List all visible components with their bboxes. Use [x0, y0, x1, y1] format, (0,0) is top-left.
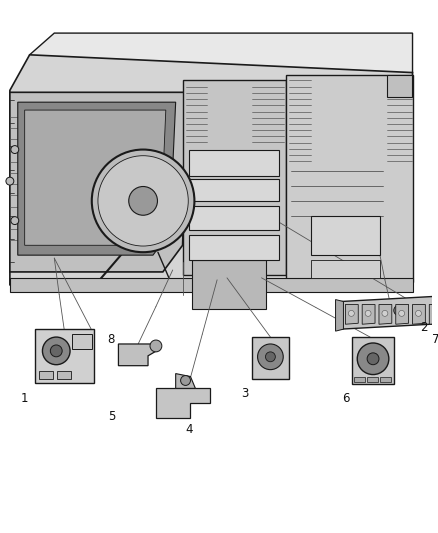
Polygon shape: [156, 389, 210, 418]
Circle shape: [180, 376, 191, 385]
Circle shape: [42, 337, 70, 365]
Text: 6: 6: [342, 392, 349, 405]
Polygon shape: [387, 75, 412, 97]
Circle shape: [348, 310, 354, 317]
FancyBboxPatch shape: [57, 370, 71, 378]
Polygon shape: [352, 337, 394, 384]
FancyBboxPatch shape: [39, 370, 53, 378]
Polygon shape: [18, 102, 176, 255]
Polygon shape: [340, 296, 438, 329]
FancyBboxPatch shape: [380, 376, 391, 383]
Polygon shape: [429, 304, 438, 324]
FancyBboxPatch shape: [367, 376, 378, 383]
Circle shape: [399, 310, 405, 317]
Polygon shape: [396, 304, 409, 324]
Polygon shape: [311, 260, 380, 278]
Polygon shape: [183, 80, 286, 275]
Polygon shape: [25, 110, 166, 245]
Text: 1: 1: [21, 392, 28, 405]
Circle shape: [367, 353, 379, 365]
Circle shape: [6, 177, 14, 185]
Text: 2: 2: [420, 321, 428, 334]
Polygon shape: [30, 33, 413, 92]
Polygon shape: [379, 304, 392, 324]
Polygon shape: [252, 337, 289, 378]
Polygon shape: [10, 92, 187, 272]
Text: 8: 8: [107, 333, 114, 345]
Polygon shape: [190, 179, 279, 201]
Polygon shape: [336, 300, 343, 331]
Polygon shape: [362, 304, 375, 324]
Polygon shape: [118, 344, 160, 366]
FancyBboxPatch shape: [354, 376, 365, 383]
Polygon shape: [190, 150, 279, 176]
Circle shape: [258, 344, 283, 369]
Circle shape: [432, 310, 438, 317]
Polygon shape: [190, 236, 279, 260]
Circle shape: [11, 146, 19, 154]
Circle shape: [416, 310, 421, 317]
Text: 5: 5: [108, 409, 115, 423]
Circle shape: [98, 156, 188, 246]
Polygon shape: [286, 75, 413, 282]
Text: 3: 3: [241, 387, 248, 400]
Polygon shape: [390, 302, 408, 319]
Circle shape: [382, 310, 388, 317]
Circle shape: [265, 352, 276, 362]
Polygon shape: [72, 334, 92, 349]
Polygon shape: [311, 216, 380, 255]
Polygon shape: [413, 304, 425, 324]
Polygon shape: [192, 260, 266, 310]
Circle shape: [50, 345, 62, 357]
Text: 4: 4: [186, 423, 193, 437]
Polygon shape: [10, 55, 413, 285]
Circle shape: [394, 305, 404, 316]
Text: 7: 7: [432, 333, 438, 345]
Polygon shape: [190, 206, 279, 230]
Polygon shape: [35, 329, 94, 383]
Polygon shape: [10, 278, 413, 292]
Circle shape: [92, 150, 194, 252]
Polygon shape: [408, 306, 417, 314]
Circle shape: [11, 216, 19, 224]
Circle shape: [365, 310, 371, 317]
Circle shape: [357, 343, 389, 375]
Circle shape: [129, 187, 158, 215]
Polygon shape: [176, 374, 195, 389]
Circle shape: [150, 340, 162, 352]
Polygon shape: [346, 304, 358, 324]
